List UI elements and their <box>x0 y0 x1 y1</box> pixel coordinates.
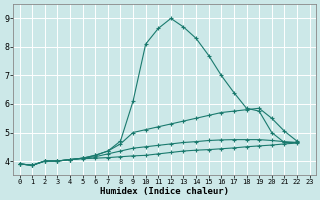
X-axis label: Humidex (Indice chaleur): Humidex (Indice chaleur) <box>100 187 229 196</box>
